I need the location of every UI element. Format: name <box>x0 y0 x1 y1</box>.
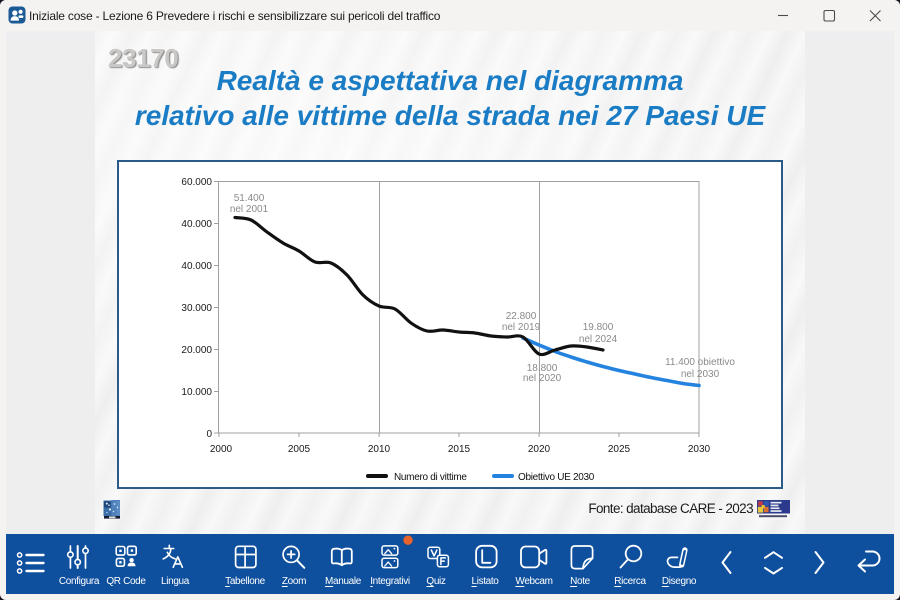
svg-text:11.400 obiettivo: 11.400 obiettivo <box>665 357 735 368</box>
svg-text:nel 2019: nel 2019 <box>502 322 541 333</box>
svg-text:10.000: 10.000 <box>181 387 212 398</box>
svg-text:2015: 2015 <box>448 444 471 455</box>
svg-text:18.800: 18.800 <box>527 363 558 374</box>
svg-text:19.800: 19.800 <box>583 322 614 333</box>
svg-text:40.000: 40.000 <box>181 261 212 272</box>
svg-text:60.000: 60.000 <box>181 177 212 188</box>
svg-text:40.000: 40.000 <box>181 219 212 230</box>
svg-text:Numero di vittime: Numero di vittime <box>394 472 467 483</box>
svg-text:20.000: 20.000 <box>181 345 212 356</box>
svg-text:nel 2001: nel 2001 <box>230 204 269 215</box>
svg-text:0: 0 <box>206 429 212 440</box>
svg-text:Obiettivo UE 2030: Obiettivo UE 2030 <box>518 472 595 483</box>
svg-text:nel 2030: nel 2030 <box>681 369 720 380</box>
svg-text:2005: 2005 <box>288 444 311 455</box>
svg-text:2025: 2025 <box>608 444 631 455</box>
svg-text:2030: 2030 <box>688 444 711 455</box>
svg-text:nel 2024: nel 2024 <box>579 334 618 345</box>
svg-text:2020: 2020 <box>528 444 551 455</box>
svg-text:2000: 2000 <box>210 444 233 455</box>
svg-text:51.400: 51.400 <box>234 193 265 204</box>
svg-text:nel 2020: nel 2020 <box>523 373 562 384</box>
svg-text:30.000: 30.000 <box>181 303 212 314</box>
svg-text:2010: 2010 <box>368 444 391 455</box>
svg-text:22.800: 22.800 <box>506 311 537 322</box>
